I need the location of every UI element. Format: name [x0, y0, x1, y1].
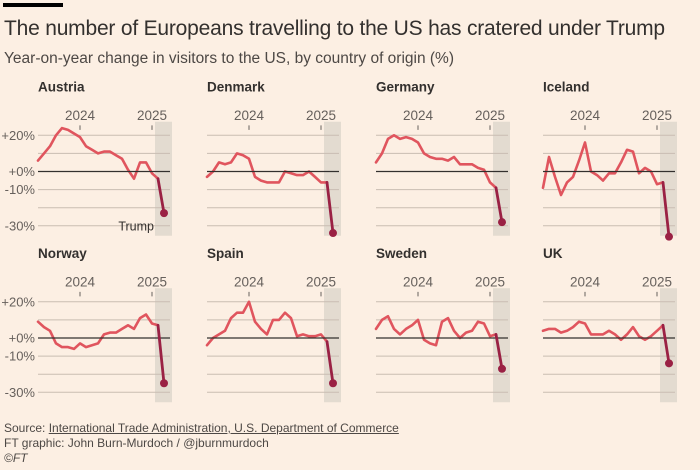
trump-segment [661, 323, 671, 365]
series-line [541, 141, 665, 197]
y-tick-label: -30% [5, 218, 36, 233]
last-point-marker [665, 359, 673, 368]
trump-period-band [660, 288, 677, 403]
panel-iceland: Iceland 2024 2025 [541, 80, 677, 241]
source-line: Source: International Trade Administrati… [4, 421, 399, 436]
series-line [541, 320, 665, 342]
chart-subtitle: Year-on-year change in visitors to the U… [4, 50, 454, 67]
x-tick-label: 2025 [306, 274, 336, 289]
x-tick-label: 2024 [570, 108, 601, 123]
last-point-marker [498, 364, 506, 373]
y-tick-label: -10% [5, 349, 36, 364]
x-tick-label: 2024 [65, 108, 96, 123]
last-point-marker [160, 379, 168, 388]
panel-austria: Austria 2024 2025 +20% +0% -10% -30% Trump [1, 80, 172, 236]
trump-segment [494, 186, 504, 224]
footer: Source: International Trade Administrati… [4, 421, 399, 466]
panel-denmark: Denmark 2024 2025 [205, 80, 341, 238]
y-tick-label: +0% [9, 164, 36, 179]
trump-period-band [493, 288, 510, 403]
x-tick-label: 2025 [642, 108, 672, 123]
y-tick-label: +0% [9, 331, 36, 346]
x-tick-label: 2025 [306, 108, 336, 123]
last-point-marker [329, 379, 337, 388]
y-tick-label: -10% [5, 182, 36, 197]
panel-title: Germany [376, 80, 435, 95]
x-tick-label: 2024 [403, 274, 434, 289]
series-line [205, 152, 329, 184]
panel-title: Sweden [376, 246, 427, 261]
series-line [36, 313, 160, 351]
panel-norway: Norway 2024 2025 +20% +0% -10% -30% [1, 246, 172, 403]
panel-sweden: Sweden 2024 2025 [374, 246, 510, 403]
panel-title: Norway [38, 246, 87, 261]
x-tick-label: 2024 [65, 274, 96, 289]
series-line [205, 300, 329, 347]
x-tick-label: 2024 [570, 274, 601, 289]
credit-line: FT graphic: John Burn-Murdoch / @jburnmu… [4, 436, 269, 450]
x-tick-label: 2025 [137, 274, 167, 289]
series-line [374, 314, 498, 347]
x-tick-label: 2024 [403, 108, 434, 123]
trump-segment [156, 177, 166, 215]
y-tick-label: +20% [1, 294, 35, 309]
y-tick-label: -30% [5, 385, 36, 400]
series-line [36, 126, 160, 180]
panel-title: Spain [207, 246, 244, 261]
trump-segment [661, 180, 671, 239]
panel-title: Iceland [543, 80, 590, 95]
x-tick-label: 2024 [234, 108, 265, 123]
trump-segment [325, 180, 335, 235]
panel-title: Denmark [207, 80, 265, 95]
source-prefix: Source: [4, 421, 49, 435]
last-point-marker [665, 232, 673, 241]
trump-segment [325, 340, 335, 385]
trump-segment [494, 332, 504, 371]
source-link[interactable]: International Trade Administration, U.S.… [48, 421, 399, 435]
x-tick-label: 2025 [475, 108, 505, 123]
x-tick-label: 2025 [642, 274, 672, 289]
last-point-marker [160, 209, 168, 218]
ft-brand-bar [3, 3, 63, 7]
panel-title: UK [543, 246, 563, 261]
panel-uk: UK 2024 2025 [541, 246, 677, 403]
last-point-marker [498, 218, 506, 227]
x-tick-label: 2025 [475, 274, 505, 289]
panel-title: Austria [38, 80, 85, 95]
chart-title: The number of Europeans travelling to th… [4, 17, 665, 40]
copyright: ©FT [4, 451, 28, 465]
x-tick-label: 2025 [137, 108, 167, 123]
trump-annotation: Trump [118, 219, 154, 233]
last-point-marker [329, 229, 337, 238]
y-tick-label: +20% [1, 128, 35, 143]
trump-period-band [660, 121, 677, 236]
trump-segment [156, 323, 166, 385]
x-tick-label: 2024 [234, 274, 265, 289]
panel-germany: Germany 2024 2025 [374, 80, 510, 236]
panel-spain: Spain 2024 2025 [205, 246, 341, 403]
series-line [374, 134, 498, 190]
